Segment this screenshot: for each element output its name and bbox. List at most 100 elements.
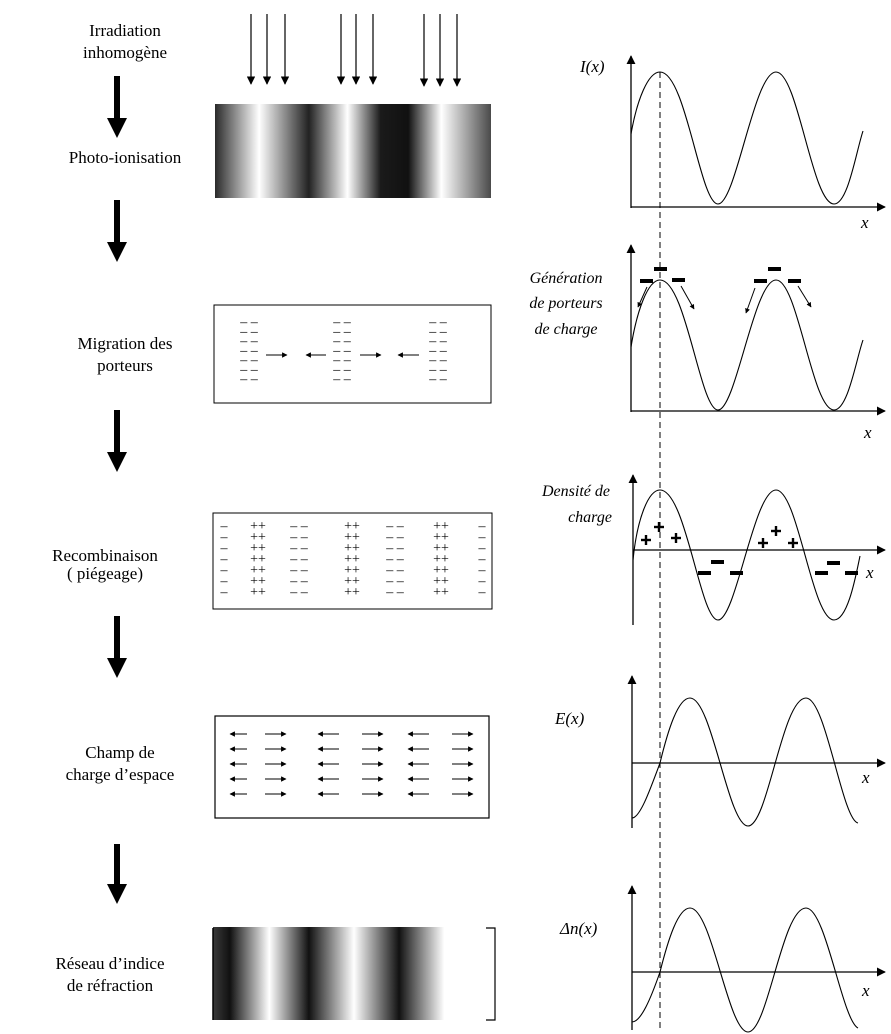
generated-electrons bbox=[640, 267, 801, 283]
stage-label-irradiation: Irradiation inhomogène bbox=[30, 20, 220, 64]
electron-pair: – – bbox=[332, 372, 352, 387]
trapped-electron: – bbox=[220, 519, 229, 534]
trapped-electron-pair: – – bbox=[385, 574, 405, 589]
electron-pair: – – bbox=[428, 344, 448, 359]
stage-label-migration: Migration des porteurs bbox=[30, 333, 220, 377]
ionized-donor-pair: ++ bbox=[344, 530, 360, 545]
trapped-electron-pair: – – bbox=[385, 563, 405, 578]
recombinaison-charges: –––––––++++++++++++++– –– –– –– –– –– ––… bbox=[220, 519, 487, 600]
negative-trapped-charges bbox=[698, 560, 858, 575]
electron-pair: – – bbox=[239, 344, 259, 359]
index-curve bbox=[631, 907, 859, 1033]
trapped-electron-pair: – – bbox=[289, 574, 309, 589]
process-flow-arrows bbox=[107, 76, 127, 904]
trapped-electron: – bbox=[220, 585, 229, 600]
trapped-electron-pair: – – bbox=[385, 519, 405, 534]
generation-label-line: Génération bbox=[530, 270, 603, 287]
flow-arrow-5 bbox=[107, 844, 127, 904]
stage-label-reseau: Réseau d’indice de réfraction bbox=[15, 953, 205, 997]
ionized-donor-pair: ++ bbox=[250, 563, 266, 578]
stage-label-line: Irradiation bbox=[89, 21, 161, 40]
electron-pair: – – bbox=[428, 363, 448, 378]
ionized-donor-pair: ++ bbox=[433, 563, 449, 578]
trapped-electron-pair: – – bbox=[385, 552, 405, 567]
stage-label-line: inhomogène bbox=[82, 43, 168, 62]
electron-pair: – – bbox=[239, 315, 259, 330]
generation-curve bbox=[630, 279, 864, 411]
trapped-electron-pair: – – bbox=[289, 552, 309, 567]
electron-pair: – – bbox=[428, 315, 448, 330]
x-axis-label: x bbox=[860, 213, 869, 232]
trapped-electron: – bbox=[220, 541, 229, 556]
trapped-electron: – bbox=[478, 541, 487, 556]
index-grating-bracket bbox=[486, 927, 496, 1021]
electron-pair: – – bbox=[332, 353, 352, 368]
intensity-label: I(x) bbox=[579, 57, 605, 76]
generation-label-line: de porteurs bbox=[529, 295, 602, 312]
stage-label-line: Migration des bbox=[77, 334, 173, 353]
electron-pair: – – bbox=[428, 334, 448, 349]
plot-intensity bbox=[626, 55, 886, 212]
trapped-electron-pair: – – bbox=[385, 530, 405, 545]
generation-label-line: de charge bbox=[535, 321, 598, 338]
positive-trapped-charges bbox=[641, 522, 798, 548]
index-label: Δn(x) bbox=[559, 919, 598, 938]
intensity-curve bbox=[630, 71, 864, 205]
trapped-electron: – bbox=[478, 585, 487, 600]
trapped-electron-pair: – – bbox=[385, 585, 405, 600]
space-charge-field-arrows bbox=[229, 731, 474, 797]
flow-arrow-1 bbox=[107, 76, 127, 138]
stage-label-champ: Champ de charge d’espace bbox=[25, 742, 215, 786]
champ-box bbox=[214, 715, 490, 819]
trapped-electron-pair: – – bbox=[289, 530, 309, 545]
field-curve bbox=[631, 697, 859, 827]
electron-pair: – – bbox=[332, 315, 352, 330]
ionized-donor-pair: ++ bbox=[433, 574, 449, 589]
stage-label-line: porteurs bbox=[97, 356, 153, 375]
trapped-electron: – bbox=[220, 530, 229, 545]
electron-pair: – – bbox=[239, 372, 259, 387]
plot-field bbox=[627, 675, 886, 828]
stage-label-line: ( piégeage) bbox=[67, 564, 143, 583]
trapped-electron: – bbox=[220, 552, 229, 567]
migration-box bbox=[213, 304, 492, 404]
trapped-electron: – bbox=[478, 563, 487, 578]
electron-pair: – – bbox=[428, 353, 448, 368]
ionized-donor-pair: ++ bbox=[433, 585, 449, 600]
ionized-donor-pair: ++ bbox=[250, 552, 266, 567]
electron-pair: – – bbox=[332, 325, 352, 340]
plot-index bbox=[627, 885, 886, 1033]
ionized-donor-pair: ++ bbox=[344, 552, 360, 567]
ionized-donor-pair: ++ bbox=[250, 519, 266, 534]
plot-generation bbox=[626, 244, 886, 416]
ionized-donor-pair: ++ bbox=[250, 574, 266, 589]
electron-pair: – – bbox=[239, 353, 259, 368]
x-axis-label: x bbox=[865, 563, 874, 582]
stage-label-recombinaison: Recombinaison ( piégeage) bbox=[10, 545, 200, 585]
recombinaison-box bbox=[212, 512, 493, 610]
field-label: E(x) bbox=[554, 709, 585, 728]
x-axis-label: x bbox=[861, 768, 870, 787]
index-grating-fringes bbox=[213, 927, 495, 1020]
ionized-donor-pair: ++ bbox=[433, 530, 449, 545]
ionized-donor-pair: ++ bbox=[344, 519, 360, 534]
stage-label-line: Photo-ionisation bbox=[68, 148, 182, 167]
flow-arrow-2 bbox=[107, 200, 127, 262]
flow-arrow-4 bbox=[107, 616, 127, 678]
x-axis-label: x bbox=[861, 981, 870, 1000]
trapped-electron: – bbox=[478, 530, 487, 545]
trapped-electron: – bbox=[220, 574, 229, 589]
trapped-electron: – bbox=[220, 563, 229, 578]
electron-pair: – – bbox=[332, 344, 352, 359]
trapped-electron: – bbox=[478, 574, 487, 589]
ionized-donor-pair: ++ bbox=[250, 585, 266, 600]
electron-pair: – – bbox=[239, 334, 259, 349]
electron-pair: – – bbox=[239, 363, 259, 378]
stage-label-line: charge d’espace bbox=[65, 765, 175, 784]
electron-pair: – – bbox=[332, 363, 352, 378]
electron-pair: – – bbox=[239, 325, 259, 340]
ionized-donor-pair: ++ bbox=[344, 574, 360, 589]
trapped-electron-pair: – – bbox=[289, 519, 309, 534]
trapped-electron-pair: – – bbox=[289, 585, 309, 600]
